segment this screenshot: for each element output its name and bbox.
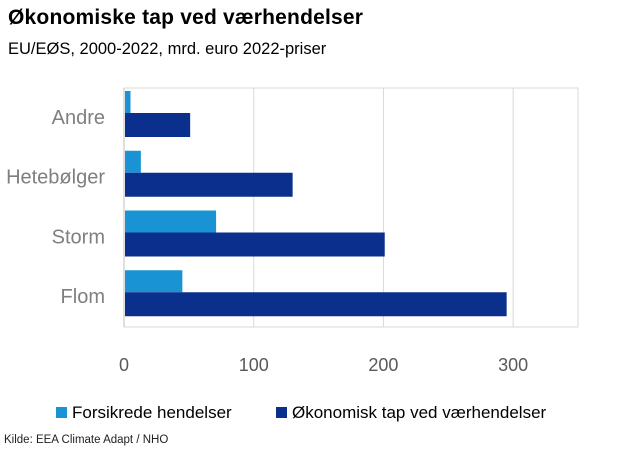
y-tick-label: Hetebølger [6, 167, 105, 189]
y-tick-label: Flom [61, 286, 105, 308]
x-tick-label: 100 [239, 355, 269, 375]
bar [125, 270, 183, 293]
chart-subtitle: EU/EØS, 2000-2022, mrd. euro 2022-priser [8, 40, 327, 58]
x-tick-label: 200 [368, 355, 398, 375]
legend-label: Forsikrede hendelser [72, 403, 232, 422]
bar [125, 232, 385, 257]
x-tick-label: 300 [498, 355, 528, 375]
bar [125, 113, 191, 137]
y-tick-label: Andre [52, 107, 105, 129]
bar [125, 210, 217, 233]
bar [125, 150, 141, 173]
legend-swatch [276, 407, 287, 418]
bar [125, 91, 131, 113]
source-note: Kilde: EEA Climate Adapt / NHO [4, 434, 169, 446]
chart-title: Økonomiske tap ved værhendelser [8, 6, 364, 29]
legend-swatch [56, 407, 67, 418]
bar [125, 172, 293, 197]
x-tick-label: 0 [119, 355, 129, 375]
legend-label: Økonomisk tap ved værhendelser [292, 403, 547, 422]
y-tick-label: Storm [52, 226, 105, 248]
plot-area [123, 87, 579, 328]
bar [125, 292, 507, 317]
